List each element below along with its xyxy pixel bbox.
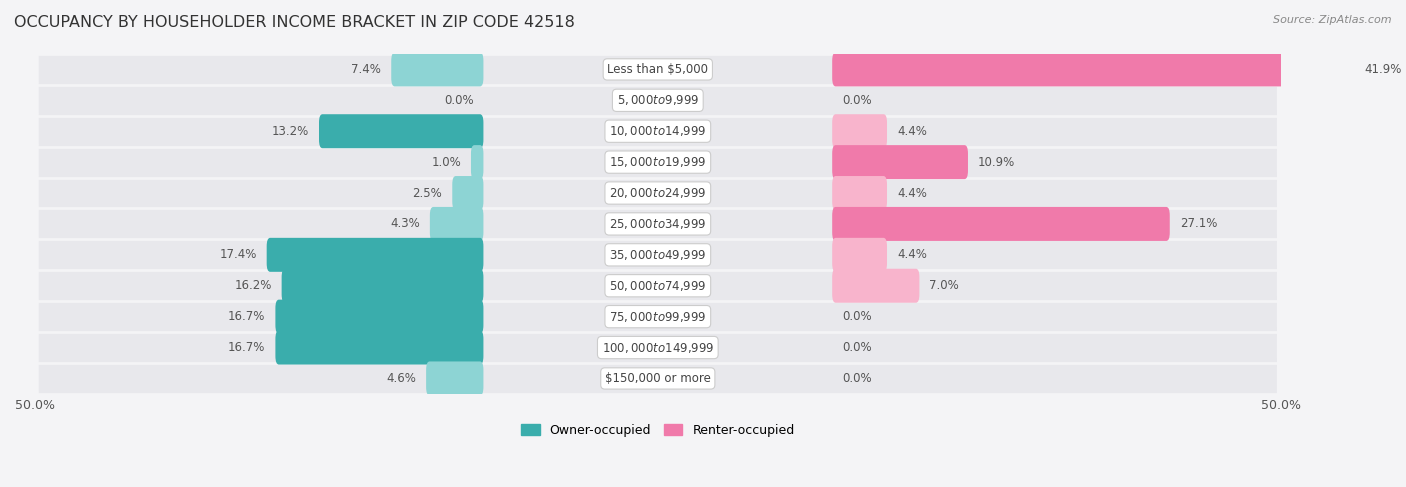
Text: 16.7%: 16.7% bbox=[228, 341, 266, 354]
Text: 10.9%: 10.9% bbox=[979, 156, 1015, 169]
FancyBboxPatch shape bbox=[471, 145, 484, 179]
Text: 1.0%: 1.0% bbox=[432, 156, 461, 169]
FancyBboxPatch shape bbox=[276, 331, 484, 365]
Text: 0.0%: 0.0% bbox=[842, 310, 872, 323]
FancyBboxPatch shape bbox=[426, 361, 484, 395]
Text: 4.4%: 4.4% bbox=[897, 125, 927, 138]
Text: 4.6%: 4.6% bbox=[387, 372, 416, 385]
FancyBboxPatch shape bbox=[39, 292, 1277, 341]
FancyBboxPatch shape bbox=[39, 199, 1277, 249]
FancyBboxPatch shape bbox=[832, 145, 967, 179]
FancyBboxPatch shape bbox=[39, 75, 1277, 125]
FancyBboxPatch shape bbox=[39, 354, 1277, 403]
FancyBboxPatch shape bbox=[39, 45, 1277, 94]
Text: 16.2%: 16.2% bbox=[235, 279, 271, 292]
FancyBboxPatch shape bbox=[39, 169, 1277, 218]
FancyBboxPatch shape bbox=[453, 176, 484, 210]
FancyBboxPatch shape bbox=[276, 300, 484, 334]
FancyBboxPatch shape bbox=[281, 269, 484, 303]
FancyBboxPatch shape bbox=[39, 230, 1277, 280]
Text: 4.3%: 4.3% bbox=[389, 217, 420, 230]
Text: 16.7%: 16.7% bbox=[228, 310, 266, 323]
Text: OCCUPANCY BY HOUSEHOLDER INCOME BRACKET IN ZIP CODE 42518: OCCUPANCY BY HOUSEHOLDER INCOME BRACKET … bbox=[14, 15, 575, 30]
Text: 17.4%: 17.4% bbox=[219, 248, 257, 262]
Text: 0.0%: 0.0% bbox=[444, 94, 474, 107]
FancyBboxPatch shape bbox=[319, 114, 484, 148]
Text: 4.4%: 4.4% bbox=[897, 187, 927, 200]
Text: $25,000 to $34,999: $25,000 to $34,999 bbox=[609, 217, 707, 231]
Text: $5,000 to $9,999: $5,000 to $9,999 bbox=[617, 94, 699, 107]
FancyBboxPatch shape bbox=[832, 53, 1354, 86]
Text: $100,000 to $149,999: $100,000 to $149,999 bbox=[602, 340, 714, 355]
FancyBboxPatch shape bbox=[832, 207, 1170, 241]
Text: 0.0%: 0.0% bbox=[842, 372, 872, 385]
Text: 4.4%: 4.4% bbox=[897, 248, 927, 262]
Text: 13.2%: 13.2% bbox=[271, 125, 309, 138]
Text: 41.9%: 41.9% bbox=[1364, 63, 1402, 76]
Text: 7.4%: 7.4% bbox=[352, 63, 381, 76]
FancyBboxPatch shape bbox=[39, 261, 1277, 310]
Text: 7.0%: 7.0% bbox=[929, 279, 959, 292]
Text: $15,000 to $19,999: $15,000 to $19,999 bbox=[609, 155, 707, 169]
Text: $150,000 or more: $150,000 or more bbox=[605, 372, 711, 385]
Text: $10,000 to $14,999: $10,000 to $14,999 bbox=[609, 124, 707, 138]
FancyBboxPatch shape bbox=[39, 137, 1277, 187]
Text: 2.5%: 2.5% bbox=[412, 187, 443, 200]
FancyBboxPatch shape bbox=[39, 107, 1277, 156]
FancyBboxPatch shape bbox=[430, 207, 484, 241]
Text: $75,000 to $99,999: $75,000 to $99,999 bbox=[609, 310, 707, 324]
FancyBboxPatch shape bbox=[832, 238, 887, 272]
FancyBboxPatch shape bbox=[832, 176, 887, 210]
Text: $20,000 to $24,999: $20,000 to $24,999 bbox=[609, 186, 707, 200]
Text: $35,000 to $49,999: $35,000 to $49,999 bbox=[609, 248, 707, 262]
Legend: Owner-occupied, Renter-occupied: Owner-occupied, Renter-occupied bbox=[516, 419, 800, 442]
Text: 27.1%: 27.1% bbox=[1180, 217, 1218, 230]
Text: Source: ZipAtlas.com: Source: ZipAtlas.com bbox=[1274, 15, 1392, 25]
Text: $50,000 to $74,999: $50,000 to $74,999 bbox=[609, 279, 707, 293]
FancyBboxPatch shape bbox=[391, 53, 484, 86]
FancyBboxPatch shape bbox=[39, 323, 1277, 372]
FancyBboxPatch shape bbox=[832, 269, 920, 303]
Text: 0.0%: 0.0% bbox=[842, 94, 872, 107]
FancyBboxPatch shape bbox=[267, 238, 484, 272]
Text: 0.0%: 0.0% bbox=[842, 341, 872, 354]
Text: Less than $5,000: Less than $5,000 bbox=[607, 63, 709, 76]
FancyBboxPatch shape bbox=[832, 114, 887, 148]
